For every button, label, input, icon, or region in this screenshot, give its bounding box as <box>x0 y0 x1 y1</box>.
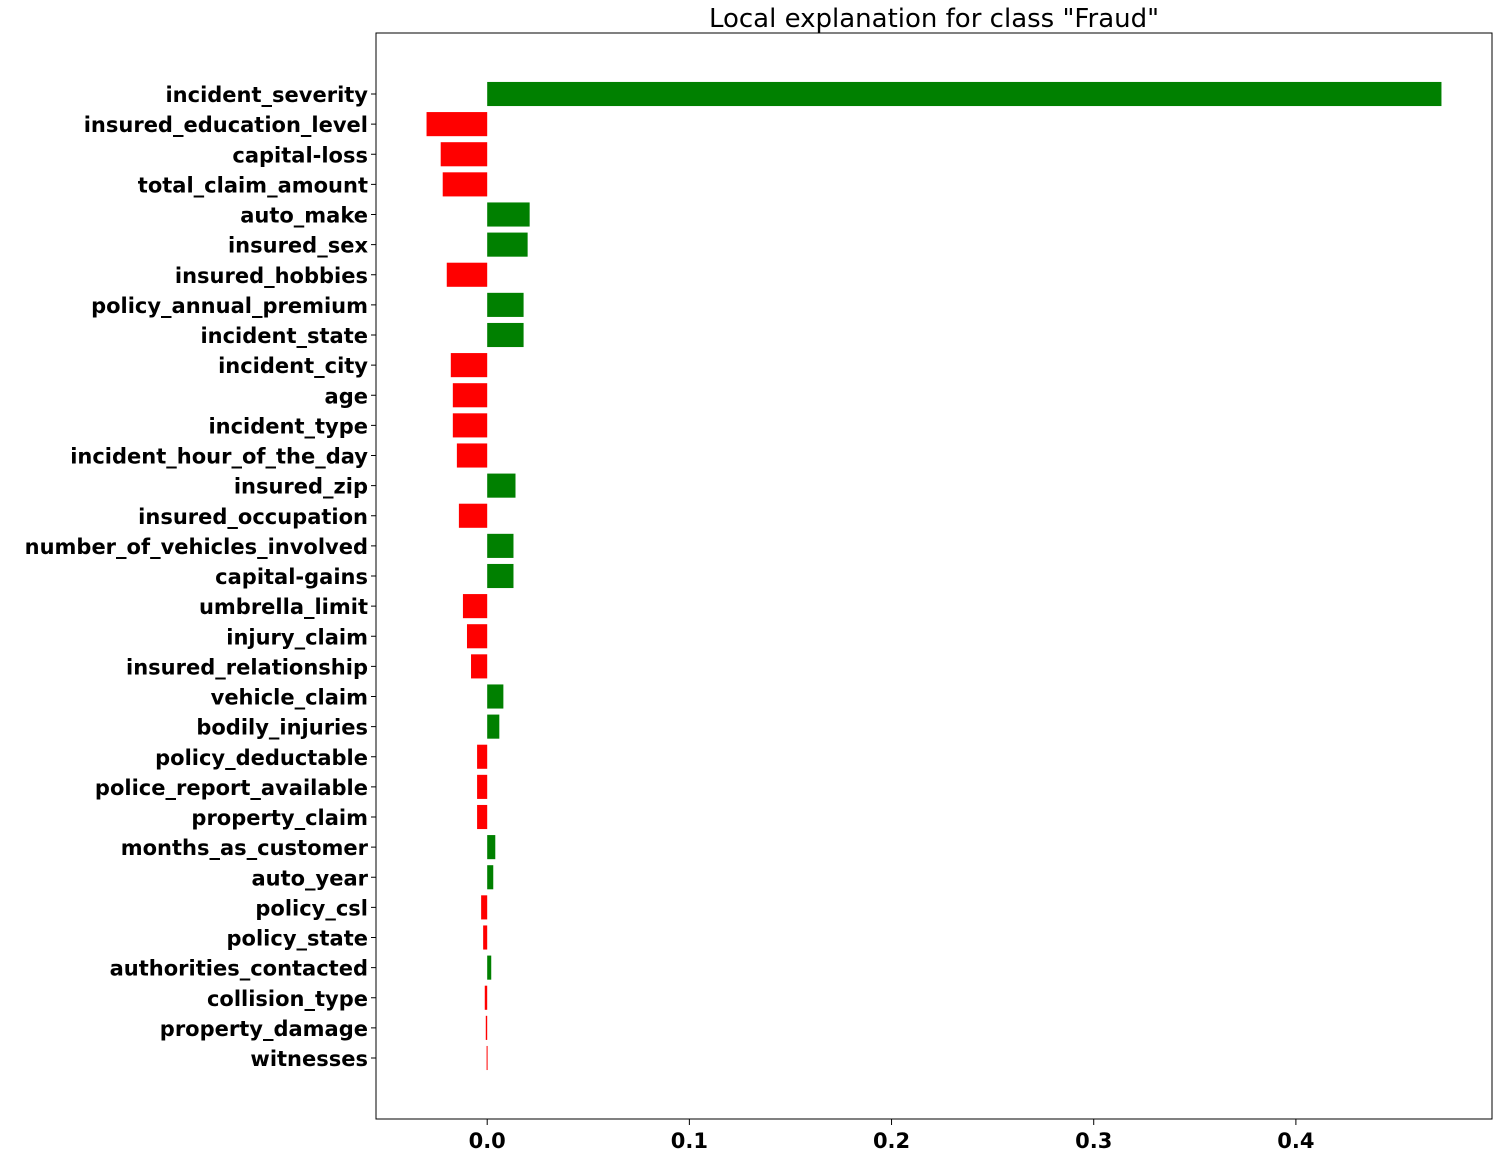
y-tick-label: vehicle_claim <box>211 686 368 710</box>
bar-police_report_available <box>477 774 488 799</box>
y-tick-label: insured_relationship <box>126 655 368 679</box>
bar-property_claim <box>477 804 488 830</box>
y-tick-label: insured_sex <box>228 234 368 258</box>
y-tick-label: policy_csl <box>255 896 368 920</box>
y-tick-label: policy_deductable <box>155 746 368 770</box>
bar-property_damage <box>485 1015 488 1040</box>
bar-incident_city <box>450 353 488 378</box>
bar-policy_state <box>483 925 488 950</box>
x-tick-label: 0.0 <box>469 1129 506 1153</box>
x-tick-label: 0.2 <box>873 1129 910 1153</box>
y-tick-label: policy_annual_premium <box>91 294 368 318</box>
y-tick-label: number_of_vehicles_involved <box>25 535 368 559</box>
y-tick-label: auto_make <box>240 204 368 228</box>
bar-umbrella_limit <box>462 594 488 619</box>
y-tick-label: policy_state <box>227 927 368 951</box>
y-tick-label: insured_zip <box>234 475 368 499</box>
y-tick-label: police_report_available <box>95 776 368 800</box>
bar-policy_deductable <box>477 744 488 769</box>
y-tick-label: bodily_injuries <box>196 716 368 740</box>
bar-authorities_contacted <box>487 955 492 980</box>
bar-months_as_customer <box>487 835 496 860</box>
y-tick-label: total_claim_amount <box>138 173 368 197</box>
bars-group <box>426 81 1442 1071</box>
y-axis-labels: incident_severity insured_education_level… <box>25 83 369 1071</box>
bar-policy_csl <box>481 895 488 920</box>
bar-insured_zip <box>487 473 516 498</box>
y-tick-label: incident_severity <box>165 83 368 107</box>
bar-insured_relationship <box>471 654 488 679</box>
bar-incident_severity <box>487 81 1442 107</box>
bar-injury_claim <box>466 624 488 649</box>
bar-capital-loss <box>440 142 488 167</box>
bar-auto_year <box>487 865 494 890</box>
bar-incident_hour_of_the_day <box>456 443 488 468</box>
bar-policy_annual_premium <box>487 292 524 317</box>
plot-frame <box>375 32 1493 1120</box>
bar-insured_education_level <box>426 112 488 137</box>
y-tick-label: capital-gains <box>215 565 368 589</box>
bar-age <box>452 383 488 408</box>
y-tick-label: property_claim <box>191 806 368 830</box>
y-tick-label: months_as_customer <box>121 836 369 860</box>
bar-vehicle_claim <box>487 684 504 709</box>
y-tick-label: insured_hobbies <box>175 264 368 288</box>
y-tick-label: collision_type <box>207 987 368 1011</box>
x-tick-label: 0.1 <box>671 1129 708 1153</box>
bar-incident_type <box>452 413 488 438</box>
y-tick-label: capital-loss <box>232 143 368 167</box>
bar-capital-gains <box>487 563 514 589</box>
chart-title: Local explanation for class "Fraud" <box>709 4 1159 34</box>
x-tick-label: 0.3 <box>1075 1129 1112 1153</box>
x-tick-label: 0.4 <box>1277 1129 1314 1153</box>
y-tick-label: age <box>325 384 368 408</box>
y-tick-label: witnesses <box>250 1047 368 1071</box>
bar-insured_sex <box>487 232 528 257</box>
bar-total_claim_amount <box>442 172 488 197</box>
y-tick-label: incident_hour_of_the_day <box>70 445 368 469</box>
y-tick-label: authorities_contacted <box>110 957 368 981</box>
y-tick-label: umbrella_limit <box>199 595 368 619</box>
y-tick-label: incident_city <box>218 354 368 378</box>
y-axis-ticks <box>371 93 376 1059</box>
bar-incident_state <box>487 322 524 348</box>
y-tick-label: auto_year <box>251 866 368 890</box>
bar-collision_type <box>484 985 488 1010</box>
bar-auto_make <box>487 202 530 227</box>
bar-insured_occupation <box>458 503 488 528</box>
y-tick-label: incident_type <box>208 414 368 438</box>
y-tick-label: property_damage <box>160 1017 368 1041</box>
bar-bodily_injuries <box>487 714 500 739</box>
y-tick-label: injury_claim <box>226 625 368 649</box>
bar-insured_hobbies <box>446 262 488 287</box>
y-tick-label: incident_state <box>200 324 368 348</box>
y-tick-label: insured_occupation <box>138 505 368 529</box>
y-tick-label: insured_education_level <box>84 113 368 137</box>
x-axis: 0.0 0.1 0.2 0.3 0.4 <box>469 1119 1314 1153</box>
bar-witnesses <box>486 1045 488 1071</box>
bar-number_of_vehicles_involved <box>487 533 514 558</box>
